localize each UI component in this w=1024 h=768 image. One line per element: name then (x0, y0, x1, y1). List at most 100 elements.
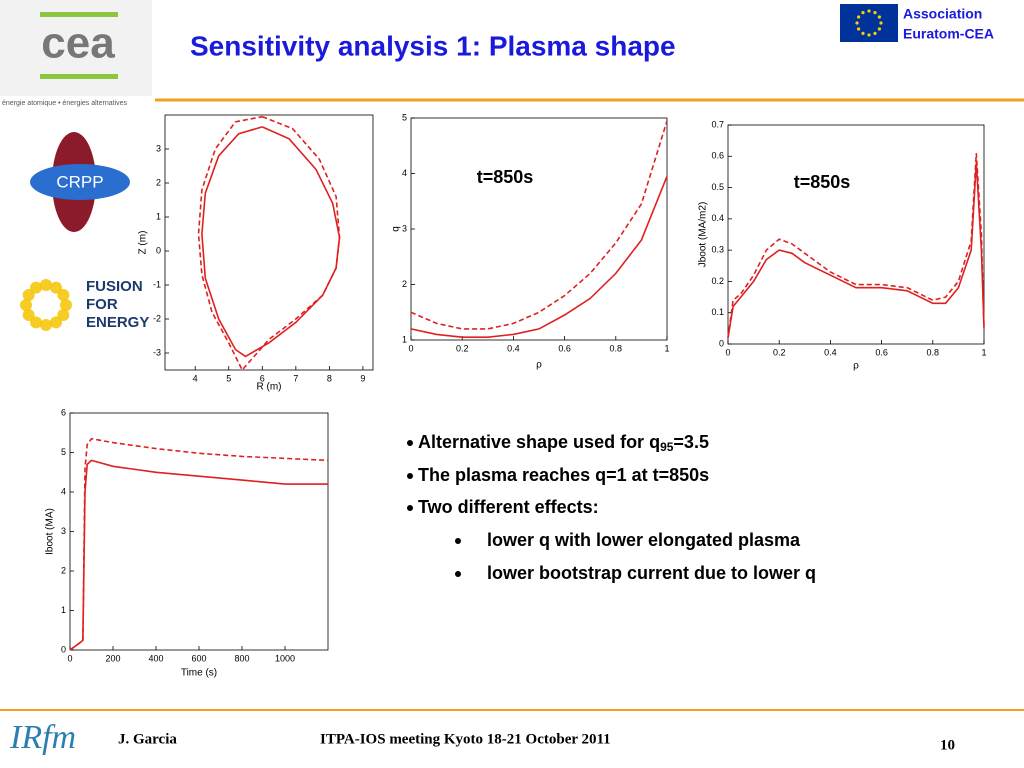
x-tick-label: 0 (725, 347, 730, 357)
x-tick-label: 0.6 (875, 347, 888, 357)
x-tick-label: 0.8 (927, 347, 940, 357)
x-tick-label: 0.6 (558, 343, 571, 353)
petal (22, 289, 35, 301)
y-tick-label: 1 (156, 211, 161, 221)
y-axis-label: Z (m) (138, 231, 149, 255)
y-tick-label: 1 (61, 605, 66, 615)
y-tick-label: 4 (402, 168, 407, 178)
plot-frame (69, 412, 329, 651)
x-tick-label: 4 (193, 373, 198, 383)
y-axis-label: q (391, 226, 402, 232)
petal (30, 281, 42, 294)
x-tick-label: 0.4 (507, 343, 520, 353)
petal (30, 316, 42, 329)
cea-bar (40, 74, 118, 79)
y-axis-label: Iboot (MA) (45, 508, 56, 555)
footer-meeting: ITPA-IOS meeting Kyoto 18-21 October 201… (320, 731, 611, 747)
y-tick-label: 0.3 (711, 245, 724, 255)
star (877, 27, 881, 31)
irfm-logo: IRfm (9, 719, 76, 756)
f4e-logo: FUSION (86, 278, 143, 295)
footer-author: J. Garcia (118, 731, 177, 747)
petal (40, 279, 52, 291)
star (873, 31, 877, 35)
x-tick-label: 400 (148, 653, 163, 663)
bullet-part: Alternative shape used for q (418, 432, 660, 452)
series-line (410, 176, 668, 338)
y-tick-label: 1 (402, 334, 407, 344)
x-tick-label: 9 (360, 373, 365, 383)
bullet-text: lower q with lower elongated plasma (487, 530, 801, 550)
crpp-logo: CRPP (56, 172, 103, 191)
series-line (69, 437, 329, 651)
x-tick-label: 0 (408, 343, 413, 353)
x-tick-label: 8 (327, 373, 332, 383)
series-line (69, 459, 328, 651)
y-tick-label: -1 (153, 279, 161, 289)
bullet-text: Two different effects: (418, 497, 599, 517)
series-line (201, 126, 341, 358)
y-tick-label: 0.4 (711, 213, 724, 223)
star (855, 21, 859, 25)
x-axis-label: Time (s) (181, 668, 217, 679)
annotation: t=850s (794, 172, 851, 192)
bullet-dot (407, 505, 413, 511)
y-tick-label: 0.7 (711, 119, 724, 129)
cea-bar (40, 12, 118, 17)
bullet-dot (407, 440, 413, 446)
y-tick-label: 0 (61, 644, 66, 654)
y-tick-label: 2 (402, 279, 407, 289)
x-tick-label: 600 (191, 653, 206, 663)
y-tick-label: 5 (402, 112, 407, 122)
bullet-dot (407, 473, 413, 479)
series-line (727, 162, 985, 338)
f4e-emblem (20, 279, 72, 331)
x-tick-label: 0.4 (824, 347, 837, 357)
y-tick-label: 0.1 (711, 307, 724, 317)
y-tick-label: 3 (61, 526, 66, 536)
star (877, 15, 881, 19)
bullet-text: The plasma reaches q=1 at t=850s (418, 465, 709, 485)
y-tick-label: 5 (61, 447, 66, 457)
subscript: 95 (660, 440, 674, 454)
bullet-text: lower bootstrap current due to lower q (487, 563, 816, 583)
x-tick-label: 5 (226, 373, 231, 383)
y-tick-label: 3 (402, 223, 407, 233)
star (867, 9, 871, 13)
y-tick-label: -2 (153, 313, 161, 323)
x-tick-label: 0.2 (773, 347, 786, 357)
petal (50, 316, 62, 329)
annotation: t=850s (477, 167, 534, 187)
star (879, 21, 883, 25)
petal (50, 281, 62, 294)
petal (22, 309, 35, 321)
x-tick-label: 7 (293, 373, 298, 383)
cea-tagline: énergie atomique • énergies alternatives (2, 100, 128, 107)
title: Sensitivity analysis 1: Plasma shape (190, 30, 676, 61)
x-tick-label: 0.8 (610, 343, 623, 353)
star (861, 11, 865, 15)
page-number: 10 (940, 737, 955, 753)
star (857, 27, 861, 31)
y-tick-label: 4 (61, 486, 66, 496)
bullet-dot (455, 571, 461, 577)
series-line (197, 115, 341, 372)
y-tick-label: 6 (61, 407, 66, 417)
petal (60, 299, 72, 311)
x-axis-label: R (m) (257, 382, 282, 393)
y-tick-label: 3 (156, 143, 161, 153)
association: Euratom-CEA (903, 26, 994, 42)
petal (40, 319, 52, 331)
y-tick-label: 2 (156, 177, 161, 187)
bullet-text: Alternative shape used for q95=3.5 (418, 432, 709, 454)
y-tick-label: 2 (61, 565, 66, 575)
x-axis-label: ρ (853, 361, 859, 372)
x-tick-label: 6 (260, 373, 265, 383)
bullet-dot (455, 538, 461, 544)
petal (57, 309, 70, 321)
y-tick-label: 0 (156, 245, 161, 255)
y-tick-label: 0.6 (711, 151, 724, 161)
eu-stars (855, 9, 883, 37)
x-tick-label: 800 (234, 653, 249, 663)
cea-logo: cea (41, 19, 115, 68)
